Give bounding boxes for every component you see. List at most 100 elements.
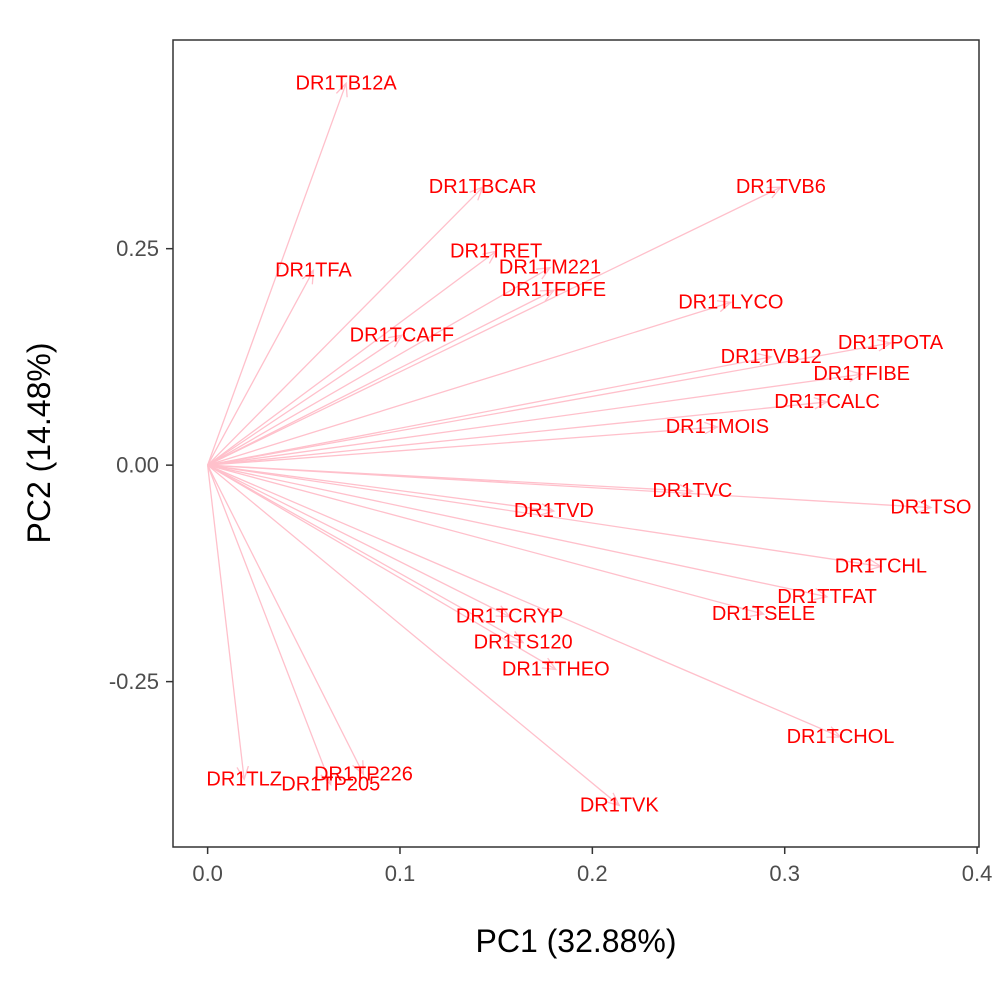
variable-label: DR1TFA [275,259,352,281]
loading-arrow [207,464,512,618]
arrow-shaft [207,83,347,466]
loading-arrows [206,81,933,807]
arrow-shaft [207,270,314,466]
variable-label: DR1TM221 [499,257,601,279]
x-tick-label: 0.4 [962,861,993,886]
loading-arrow [207,464,842,738]
arrow-head [749,604,766,617]
arrow-shaft [207,186,782,466]
arrow-shaft [207,267,551,466]
arrow-shaft [207,464,828,598]
variable-label: DR1TSELE [712,603,815,625]
arrow-shaft [207,186,484,466]
loading-arrow [207,300,733,466]
arrow-head [536,266,552,280]
x-tick-label: 0.1 [385,861,416,886]
arrow-head [876,339,893,352]
loading-arrow [207,81,348,466]
arrow-shaft [207,250,497,466]
arrow-shaft [207,464,524,644]
arrow-head [320,770,333,787]
arrow-shaft [207,401,828,466]
loading-arrow [207,334,404,466]
y-tick-label: 0.00 [116,453,159,478]
loading-arrow [207,464,333,787]
arrow-shaft [206,465,245,780]
x-axis-title: PC1 (32.88%) [476,923,677,959]
variable-label: DR1TVB6 [736,176,826,198]
variable-label: DR1TFDFE [502,279,606,301]
arrow-shaft [207,464,931,509]
arrow-head [541,657,558,671]
loading-arrow [206,465,249,782]
loading-arrow [207,464,933,514]
arrow-head [388,334,404,348]
arrow-head [826,726,842,738]
loading-arrow [207,369,864,466]
arrow-head [848,369,864,383]
arrow-shaft [207,301,732,466]
arrow-head [679,484,694,497]
arrow-shaft [207,464,620,806]
arrow-shaft [207,289,555,466]
loading-arrow [207,464,558,671]
loading-arrow [207,266,552,466]
arrow-shaft [207,464,510,618]
plot-panel-border [172,39,980,848]
variable-label: DR1TP205 [281,774,380,796]
arrow-head [716,300,733,313]
arrow-head [495,605,512,618]
arrow-head [352,760,365,776]
loading-arrow [207,396,829,466]
loading-arrow [207,464,621,807]
loading-arrow [207,464,525,644]
variable-label: DR1TVB12 [721,346,822,368]
y-tick-label: -0.25 [109,669,159,694]
variable-label: DR1TCALC [774,391,880,413]
arrow-shaft [207,464,841,738]
variable-label: DR1TMOIS [666,416,769,438]
x-tick-label: 0.3 [769,861,800,886]
variable-label: DR1TB12A [296,72,398,94]
arrow-head [539,289,556,302]
x-tick-label: 0.0 [192,861,223,886]
variable-label: DR1TFIBE [813,363,910,385]
arrow-head [917,500,933,514]
loading-arrow [207,464,556,516]
loading-arrow [207,464,766,617]
variable-label: DR1TBCAR [429,176,537,198]
loading-arrow [207,339,893,466]
arrow-head [509,631,525,644]
arrow-head [301,268,315,285]
variable-label: DR1TVC [652,480,732,502]
arrow-head [766,186,783,199]
y-axis-title: PC2 (14.48%) [21,343,57,544]
arrow-head [482,250,498,264]
variable-label: DR1TVD [514,500,594,522]
variable-label: DR1TCAFF [350,324,454,346]
y-tick-label: 0.25 [116,236,159,261]
loading-arrow [207,421,719,466]
arrow-shaft [207,464,332,785]
loading-arrow [207,250,498,466]
arrow-shaft [207,464,557,671]
arrow-shaft [207,464,881,568]
variable-label: DR1TLYCO [678,291,783,313]
variable-label: DR1TRET [450,240,542,262]
arrow-shaft [207,426,718,466]
arrow-shaft [207,464,764,615]
arrow-head [757,353,773,366]
arrow-shaft [207,373,862,466]
loading-arrow [207,186,484,466]
variable-label: DR1TTHEO [502,658,610,680]
arrow-shaft [207,464,554,512]
loading-arrow [207,289,556,466]
variable-label: DR1TPOTA [838,332,944,354]
variable-label: DR1TP226 [314,763,413,785]
y-axis: -0.25 0.00 0.25 [109,236,173,694]
arrow-head [540,503,556,516]
variable-label: DR1TTFAT [777,586,877,608]
arrow-head [867,558,883,571]
